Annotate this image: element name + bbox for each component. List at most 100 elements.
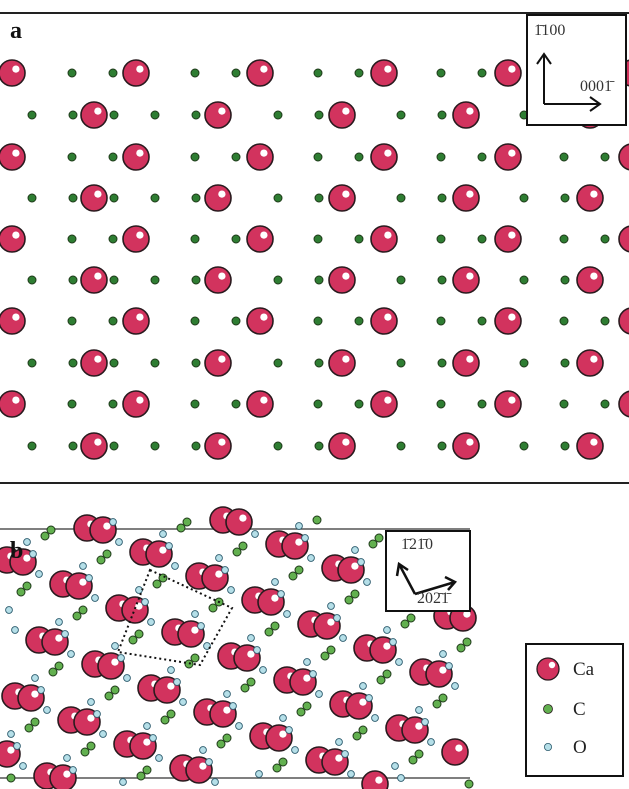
o-atom bbox=[271, 578, 279, 586]
o-atom bbox=[397, 774, 405, 782]
c-atom bbox=[477, 68, 487, 78]
c-atom bbox=[108, 234, 118, 244]
o-atom bbox=[333, 614, 341, 622]
c-atom bbox=[190, 152, 200, 162]
c-atom bbox=[72, 611, 82, 621]
c-atom bbox=[313, 234, 323, 244]
c-atom bbox=[313, 152, 323, 162]
c-atom bbox=[109, 441, 119, 451]
c-atom bbox=[68, 110, 78, 120]
o-atom bbox=[147, 618, 155, 626]
c-atom bbox=[382, 669, 392, 679]
c-atom bbox=[16, 587, 26, 597]
c-atom bbox=[560, 358, 570, 368]
ca-atom bbox=[328, 184, 356, 212]
ca-atom bbox=[0, 225, 26, 253]
c-atom bbox=[600, 399, 610, 409]
c-atom bbox=[477, 399, 487, 409]
panel-a-axis-arrows bbox=[536, 52, 602, 112]
c-atom bbox=[314, 441, 324, 451]
c-atom bbox=[273, 110, 283, 120]
o-atom bbox=[335, 738, 343, 746]
c-atom bbox=[68, 441, 78, 451]
c-atom bbox=[40, 531, 50, 541]
o-atom bbox=[223, 690, 231, 698]
o-atom bbox=[159, 530, 167, 538]
c-atom bbox=[352, 731, 362, 741]
c-atom bbox=[354, 152, 364, 162]
c-atom bbox=[67, 152, 77, 162]
o-atom bbox=[85, 574, 93, 582]
c-atom bbox=[22, 581, 32, 591]
c-atom bbox=[216, 739, 226, 749]
ca-atom bbox=[246, 390, 274, 418]
ca-atom bbox=[122, 225, 150, 253]
c-atom bbox=[408, 755, 418, 765]
o-atom bbox=[247, 634, 255, 642]
c-atom bbox=[559, 152, 569, 162]
o-atom bbox=[55, 618, 63, 626]
o-atom bbox=[13, 742, 21, 750]
c-atom bbox=[150, 193, 160, 203]
o-atom bbox=[445, 662, 453, 670]
o-atom bbox=[191, 610, 199, 618]
ca-atom bbox=[328, 432, 356, 460]
c-atom bbox=[288, 571, 298, 581]
c-atom bbox=[354, 316, 364, 326]
o-atom bbox=[115, 538, 123, 546]
o-atom bbox=[315, 690, 323, 698]
ca-atom bbox=[452, 432, 480, 460]
c-atom bbox=[437, 110, 447, 120]
c-atom bbox=[350, 589, 360, 599]
c-atom bbox=[519, 275, 529, 285]
c-atom bbox=[436, 152, 446, 162]
c-atom bbox=[102, 549, 112, 559]
c-atom bbox=[462, 637, 472, 647]
c-atom bbox=[142, 765, 152, 775]
c-atom bbox=[314, 110, 324, 120]
c-atom bbox=[232, 547, 242, 557]
c-atom bbox=[6, 773, 16, 783]
c-atom bbox=[314, 275, 324, 285]
c-atom bbox=[432, 699, 442, 709]
o-atom bbox=[365, 694, 373, 702]
c-atom bbox=[519, 441, 529, 451]
o-atom bbox=[93, 710, 101, 718]
ca-atom bbox=[618, 307, 629, 335]
c-atom bbox=[464, 779, 474, 789]
o-atom bbox=[451, 682, 459, 690]
c-atom bbox=[27, 358, 37, 368]
ca-atom bbox=[204, 101, 232, 129]
c-atom bbox=[222, 733, 232, 743]
legend-item-ca: Ca bbox=[527, 655, 622, 685]
c-atom bbox=[406, 613, 416, 623]
c-atom bbox=[344, 595, 354, 605]
c-atom bbox=[519, 193, 529, 203]
c-atom bbox=[272, 763, 282, 773]
o-atom bbox=[31, 674, 39, 682]
o-atom bbox=[141, 598, 149, 606]
c-atom bbox=[374, 533, 384, 543]
panel-a-atoms bbox=[0, 59, 629, 460]
c-atom bbox=[273, 275, 283, 285]
c-atom bbox=[150, 441, 160, 451]
o-atom bbox=[279, 714, 287, 722]
ca-atom bbox=[204, 349, 232, 377]
ca-atom bbox=[576, 349, 604, 377]
c-atom bbox=[559, 234, 569, 244]
c-atom bbox=[191, 193, 201, 203]
c-atom bbox=[166, 709, 176, 719]
c-atom bbox=[30, 717, 40, 727]
c-atom bbox=[190, 234, 200, 244]
o-atom bbox=[253, 646, 261, 654]
c-atom bbox=[128, 635, 138, 645]
o-atom bbox=[283, 610, 291, 618]
c-atom bbox=[396, 193, 406, 203]
panel-a-axis-vertical-label: 1̄100 bbox=[534, 22, 566, 39]
ca-atom bbox=[225, 508, 253, 536]
o-atom bbox=[149, 734, 157, 742]
c-atom bbox=[320, 651, 330, 661]
c-atom bbox=[104, 691, 114, 701]
panel-a-axis-box: 1̄100 0001̄ bbox=[526, 14, 627, 126]
o-atom bbox=[43, 706, 51, 714]
